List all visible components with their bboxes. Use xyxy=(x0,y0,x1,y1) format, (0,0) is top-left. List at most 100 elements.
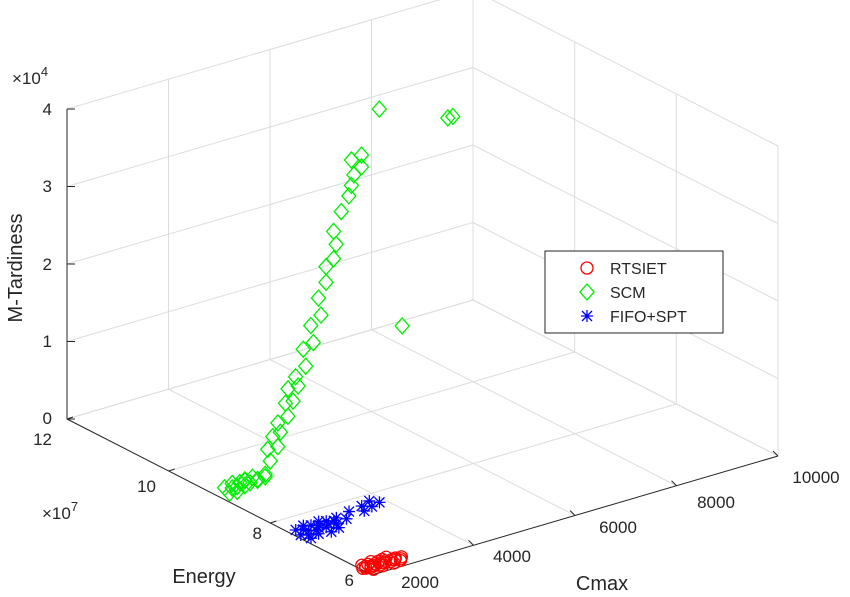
z-exponent: ×104 xyxy=(12,64,48,88)
data-point-diamond xyxy=(224,474,241,493)
legend-marker-circle xyxy=(580,261,594,275)
x-tick-mark xyxy=(569,510,576,516)
legend-item-scm: SCM xyxy=(579,283,646,302)
y-tick-mark xyxy=(168,468,175,472)
z-tick-label: 1 xyxy=(43,332,52,351)
legend-item-fifo-spt: FIFO+SPT xyxy=(581,309,687,326)
svg-text:×107: ×107 xyxy=(42,499,78,523)
data-point-diamond xyxy=(290,377,306,396)
floor-grid-line xyxy=(168,351,575,472)
series-fifo-spt xyxy=(289,494,386,545)
data-point-diamond xyxy=(287,367,304,386)
legend-box xyxy=(544,250,724,334)
data-point-asterisk xyxy=(358,504,371,517)
data-point-diamond xyxy=(333,202,350,221)
x-tick-mark xyxy=(671,480,677,487)
z-exponent-base: ×10 xyxy=(12,69,41,88)
back-grid-line xyxy=(66,144,474,265)
data-point-diamond xyxy=(394,316,411,335)
data-point-asterisk xyxy=(304,532,317,545)
data-point-diamond xyxy=(313,306,329,325)
data-point-asterisk xyxy=(297,519,310,532)
z-axis-label: M-Tardiness xyxy=(5,214,27,323)
data-point-diamond xyxy=(237,470,253,489)
data-point-asterisk xyxy=(365,500,378,513)
x-tick-label: 10000 xyxy=(792,468,839,487)
floor-grid-line xyxy=(270,403,677,524)
x-tick-label: 6000 xyxy=(599,518,637,537)
data-point-asterisk xyxy=(304,519,317,532)
data-point-diamond xyxy=(445,107,461,126)
y-tick-mark xyxy=(270,520,277,524)
legend-label: SCM xyxy=(610,285,646,302)
data-point-diamond xyxy=(353,146,370,165)
floor-grid-line xyxy=(371,329,677,487)
data-point-diamond xyxy=(216,478,233,497)
data-point-diamond xyxy=(318,273,334,292)
data-point-circle xyxy=(387,556,401,570)
legend-marker-diamond xyxy=(579,283,595,301)
data-point-diamond xyxy=(439,108,456,127)
data-point-diamond xyxy=(305,333,322,352)
data-point-asterisk xyxy=(289,523,302,536)
data-point-diamond xyxy=(262,451,279,470)
x-axis-label: Cmax xyxy=(576,573,628,595)
data-point-diamond xyxy=(231,473,248,492)
data-points xyxy=(216,100,461,576)
data-point-diamond xyxy=(277,394,294,413)
x-tick-label: 2000 xyxy=(401,573,439,592)
data-point-asterisk xyxy=(343,505,356,518)
data-point-circle xyxy=(366,562,381,576)
svg-text:×104: ×104 xyxy=(12,64,48,88)
back-grid-line xyxy=(66,299,474,420)
side-grid-line xyxy=(491,0,779,147)
data-point-asterisk xyxy=(340,512,353,525)
data-point-diamond xyxy=(325,222,342,241)
back-grid-line xyxy=(66,0,441,110)
data-point-diamond xyxy=(343,176,360,195)
data-point-diamond xyxy=(244,468,261,487)
y-exponent-base: ×10 xyxy=(42,504,71,523)
data-point-asterisk xyxy=(325,525,338,538)
data-point-diamond xyxy=(343,151,360,169)
y-exponent-power: 7 xyxy=(71,499,78,514)
floor-grid-line xyxy=(168,388,474,546)
side-grid-line xyxy=(472,67,779,224)
data-point-diamond xyxy=(310,289,327,308)
z-tick-label: 4 xyxy=(43,100,52,119)
z-tick-labels: 0 1 2 3 4 xyxy=(43,100,52,428)
legend: RTSIET SCM FIFO+SPT xyxy=(544,250,724,334)
data-point-circle xyxy=(393,553,408,568)
series-rtsiet xyxy=(355,550,409,576)
data-point-asterisk xyxy=(363,494,376,507)
y-tick-label: 10 xyxy=(137,477,156,496)
data-point-diamond xyxy=(340,186,357,205)
legend-label: RTSIET xyxy=(610,261,667,278)
data-point-diamond xyxy=(280,407,296,426)
data-point-diamond xyxy=(249,470,266,489)
legend-item-rtsiet: RTSIET xyxy=(580,261,667,278)
x-tick-mark xyxy=(468,539,474,546)
data-point-asterisk xyxy=(355,500,368,513)
back-grid-line xyxy=(66,222,474,342)
data-point-diamond xyxy=(257,467,274,486)
data-point-diamond xyxy=(257,465,274,484)
data-point-asterisk xyxy=(302,524,315,537)
x-tick-label: 8000 xyxy=(697,493,735,512)
y-tick-label: 6 xyxy=(345,571,354,590)
data-point-asterisk xyxy=(332,521,345,534)
y-tick-label: 8 xyxy=(253,524,262,543)
y-exponent: ×107 xyxy=(42,499,78,523)
data-point-asterisk xyxy=(330,511,343,524)
data-point-diamond xyxy=(353,157,370,176)
data-point-diamond xyxy=(242,473,258,492)
x-tick-label: 4000 xyxy=(493,547,531,566)
data-point-diamond xyxy=(264,427,281,446)
z-tick-label: 3 xyxy=(43,177,52,196)
data-point-asterisk xyxy=(320,515,333,528)
data-point-asterisk xyxy=(312,515,325,528)
data-point-diamond xyxy=(325,249,342,268)
y-axis-label: Energy xyxy=(172,566,235,588)
side-grid-line xyxy=(472,299,779,457)
